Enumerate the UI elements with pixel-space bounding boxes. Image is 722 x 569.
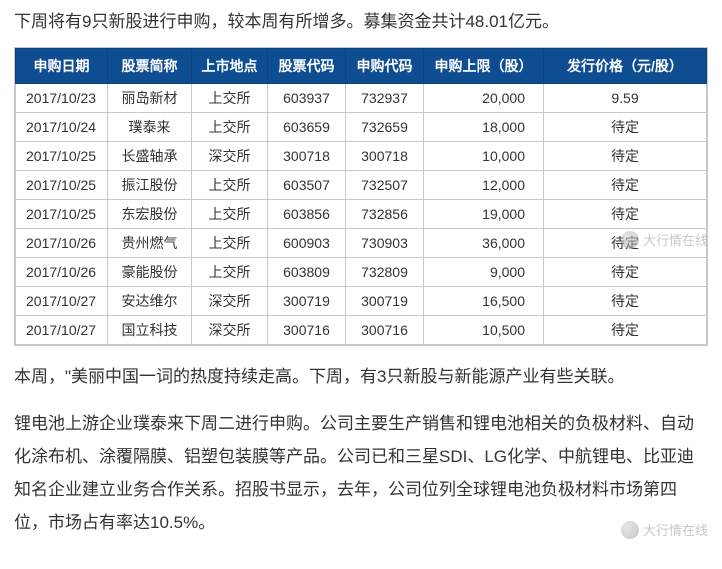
- table-cell: 璞泰来: [108, 112, 192, 141]
- table-cell: 深交所: [192, 286, 268, 315]
- table-cell: 300718: [268, 141, 346, 170]
- table-cell: 2017/10/23: [16, 83, 108, 112]
- table-cell: 待定: [544, 257, 707, 286]
- table-cell: 2017/10/25: [16, 170, 108, 199]
- table-cell: 2017/10/24: [16, 112, 108, 141]
- table-row: 2017/10/25振江股份上交所60350773250712,000待定: [16, 170, 707, 199]
- table-cell: 18,000: [424, 112, 544, 141]
- table-cell: 上交所: [192, 199, 268, 228]
- table-cell: 603937: [268, 83, 346, 112]
- table-row: 2017/10/25长盛轴承深交所30071830071810,000待定: [16, 141, 707, 170]
- table-cell: 贵州燃气: [108, 228, 192, 257]
- th-code: 股票代码: [268, 48, 346, 83]
- th-date: 申购日期: [16, 48, 108, 83]
- watermark-2: 大行情在线: [621, 520, 708, 539]
- table-cell: 300716: [268, 315, 346, 344]
- table-cell: 待定: [544, 315, 707, 344]
- table-cell: 9.59: [544, 83, 707, 112]
- table-row: 2017/10/24璞泰来上交所60365973265918,000待定: [16, 112, 707, 141]
- table-cell: 待定: [544, 286, 707, 315]
- table-cell: 国立科技: [108, 315, 192, 344]
- table-cell: 待定: [544, 170, 707, 199]
- table-cell: 待定: [544, 141, 707, 170]
- table-cell: 603659: [268, 112, 346, 141]
- table-body: 2017/10/23丽岛新材上交所60393773293720,0009.592…: [16, 83, 707, 344]
- table-row: 2017/10/25东宏股份上交所60385673285619,000待定: [16, 199, 707, 228]
- table-cell: 20,000: [424, 83, 544, 112]
- table-row: 2017/10/26贵州燃气上交所60090373090336,000待定: [16, 228, 707, 257]
- ipo-table-container: 申购日期 股票简称 上市地点 股票代码 申购代码 申购上限（股） 发行价格（元/…: [14, 47, 708, 346]
- table-row: 2017/10/27安达维尔深交所30071930071916,500待定: [16, 286, 707, 315]
- table-header-row: 申购日期 股票简称 上市地点 股票代码 申购代码 申购上限（股） 发行价格（元/…: [16, 48, 707, 83]
- table-cell: 300719: [346, 286, 424, 315]
- watermark-text: 大行情在线: [643, 230, 708, 249]
- table-cell: 732937: [346, 83, 424, 112]
- table-cell: 待定: [544, 199, 707, 228]
- table-cell: 10,500: [424, 315, 544, 344]
- table-cell: 上交所: [192, 83, 268, 112]
- th-sub: 申购代码: [346, 48, 424, 83]
- th-limit: 申购上限（股）: [424, 48, 544, 83]
- table-cell: 300718: [346, 141, 424, 170]
- table-cell: 上交所: [192, 112, 268, 141]
- intro-text: 下周将有9只新股进行申购，较本周有所增多。募集资金共计48.01亿元。: [14, 8, 708, 37]
- table-cell: 2017/10/27: [16, 286, 108, 315]
- table-cell: 16,500: [424, 286, 544, 315]
- watermark-icon: [621, 231, 639, 249]
- table-cell: 300719: [268, 286, 346, 315]
- table-cell: 2017/10/27: [16, 315, 108, 344]
- table-cell: 9,000: [424, 257, 544, 286]
- watermark-text: 大行情在线: [643, 520, 708, 539]
- table-cell: 300716: [346, 315, 424, 344]
- table-cell: 600903: [268, 228, 346, 257]
- table-cell: 732659: [346, 112, 424, 141]
- ipo-table: 申购日期 股票简称 上市地点 股票代码 申购代码 申购上限（股） 发行价格（元/…: [15, 48, 707, 345]
- table-cell: 上交所: [192, 257, 268, 286]
- table-cell: 豪能股份: [108, 257, 192, 286]
- watermark-1: 大行情在线: [621, 230, 708, 249]
- table-cell: 2017/10/25: [16, 141, 108, 170]
- table-cell: 上交所: [192, 170, 268, 199]
- table-cell: 东宏股份: [108, 199, 192, 228]
- table-cell: 深交所: [192, 315, 268, 344]
- table-cell: 2017/10/26: [16, 257, 108, 286]
- table-cell: 730903: [346, 228, 424, 257]
- table-cell: 深交所: [192, 141, 268, 170]
- table-cell: 10,000: [424, 141, 544, 170]
- table-cell: 丽岛新材: [108, 83, 192, 112]
- table-cell: 上交所: [192, 228, 268, 257]
- table-cell: 732507: [346, 170, 424, 199]
- table-cell: 待定: [544, 112, 707, 141]
- paragraph-1: 本周，"美丽中国一词的热度持续走高。下周，有3只新股与新能源产业有些关联。: [14, 360, 708, 393]
- table-cell: 603809: [268, 257, 346, 286]
- table-cell: 2017/10/26: [16, 228, 108, 257]
- table-row: 2017/10/23丽岛新材上交所60393773293720,0009.59: [16, 83, 707, 112]
- table-cell: 603507: [268, 170, 346, 199]
- table-cell: 732856: [346, 199, 424, 228]
- th-stock: 股票简称: [108, 48, 192, 83]
- paragraph-2: 锂电池上游企业璞泰来下周二进行申购。公司主要生产销售和锂电池相关的负极材料、自动…: [14, 407, 708, 540]
- table-cell: 732809: [346, 257, 424, 286]
- table-cell: 603856: [268, 199, 346, 228]
- table-cell: 2017/10/25: [16, 199, 108, 228]
- table-cell: 36,000: [424, 228, 544, 257]
- th-price: 发行价格（元/股）: [544, 48, 707, 83]
- th-market: 上市地点: [192, 48, 268, 83]
- table-cell: 安达维尔: [108, 286, 192, 315]
- table-row: 2017/10/27国立科技深交所30071630071610,500待定: [16, 315, 707, 344]
- table-row: 2017/10/26豪能股份上交所6038097328099,000待定: [16, 257, 707, 286]
- table-cell: 长盛轴承: [108, 141, 192, 170]
- watermark-icon: [621, 521, 639, 539]
- table-cell: 19,000: [424, 199, 544, 228]
- table-cell: 12,000: [424, 170, 544, 199]
- table-cell: 振江股份: [108, 170, 192, 199]
